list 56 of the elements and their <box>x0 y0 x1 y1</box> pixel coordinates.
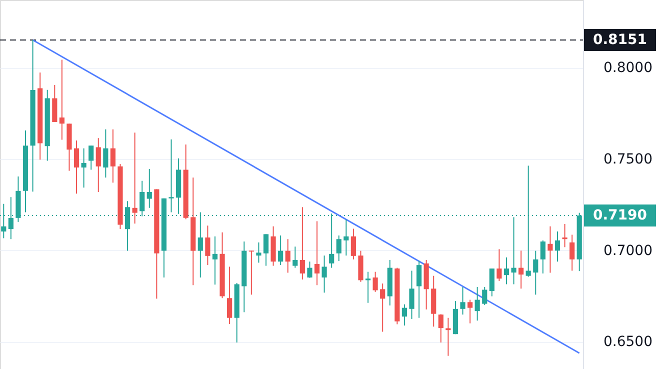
candlestick <box>467 299 473 324</box>
candlestick <box>285 238 290 274</box>
candlestick <box>402 304 408 326</box>
candlestick <box>292 246 298 268</box>
candlestick <box>482 286 488 306</box>
candlestick <box>278 234 284 266</box>
candlestick <box>88 145 94 170</box>
y-tick-label: 0.8000 <box>604 60 652 76</box>
candlestick <box>504 256 510 285</box>
candlestick <box>205 225 210 266</box>
y-tick-label: 0.6500 <box>604 334 652 350</box>
candlestick <box>103 128 108 178</box>
candlestick <box>81 148 86 188</box>
candlestick <box>350 228 356 260</box>
candlestick <box>416 260 422 318</box>
candlestick <box>372 271 378 292</box>
candlestick <box>263 234 269 266</box>
candlestick <box>548 226 553 274</box>
candlestick <box>540 240 546 274</box>
candlestick <box>248 250 254 296</box>
candlestick <box>322 255 327 294</box>
y-tick-label: 0.7000 <box>604 242 652 259</box>
candlestick <box>518 250 524 290</box>
candlestick <box>344 219 349 256</box>
candlestick <box>110 128 116 184</box>
ref-line-label: 0.7190 <box>592 208 648 224</box>
candlestick <box>307 261 312 278</box>
y-tick-label: 0.7500 <box>604 151 652 168</box>
ref-line-label: 0.8151 <box>592 32 648 48</box>
candlestick <box>489 268 494 297</box>
candlestick <box>59 59 64 140</box>
candlestick <box>146 168 152 208</box>
candlestick <box>132 132 138 224</box>
candlestick <box>212 236 218 286</box>
candlestick <box>562 223 568 248</box>
candlestick <box>227 266 232 325</box>
candlestick <box>336 234 342 262</box>
candlestick <box>96 138 101 192</box>
candlestick <box>409 270 414 320</box>
candlestick <box>52 84 58 123</box>
candlestick <box>526 165 531 278</box>
candlestick <box>314 220 320 286</box>
candlestick <box>380 283 386 332</box>
candlestick <box>438 314 444 344</box>
candlestick <box>300 206 305 280</box>
candlestick <box>474 286 480 322</box>
candlestick <box>198 212 203 278</box>
candlestick <box>74 140 80 194</box>
candlestick <box>511 216 516 285</box>
candlestick <box>168 138 174 213</box>
candlestick <box>570 234 575 272</box>
candlestick <box>533 250 538 296</box>
candlestick <box>256 242 262 264</box>
candlestick <box>496 248 502 282</box>
candlestick <box>554 230 560 262</box>
candlestick <box>460 286 466 316</box>
